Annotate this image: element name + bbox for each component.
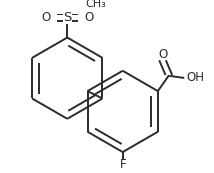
Text: CH₃: CH₃ [86, 0, 107, 9]
Text: F: F [119, 158, 126, 171]
Text: S: S [63, 11, 71, 24]
Text: OH: OH [186, 71, 204, 84]
Text: O: O [84, 11, 93, 24]
Text: O: O [158, 48, 168, 61]
Text: O: O [42, 11, 51, 24]
